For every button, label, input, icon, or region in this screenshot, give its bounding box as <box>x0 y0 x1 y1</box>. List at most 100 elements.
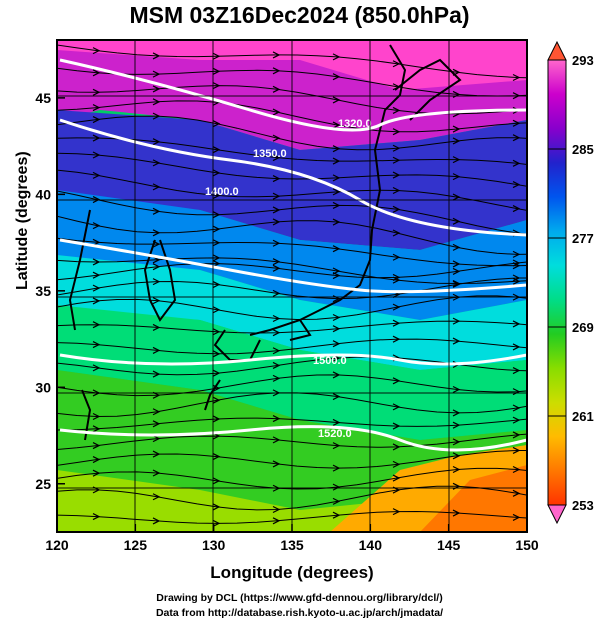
streamline-arrow <box>272 505 281 514</box>
streamline-arrow <box>272 415 281 423</box>
streamline-arrow <box>212 503 221 511</box>
streamline <box>57 374 527 397</box>
streamline <box>57 433 527 450</box>
x-tick-label: 125 <box>124 537 148 553</box>
x-tick-label: 135 <box>280 537 304 553</box>
contour-label: 1500.0 <box>313 355 347 367</box>
contour-label: 1350.0 <box>253 148 287 160</box>
streamline-arrow <box>332 464 341 472</box>
streamline-arrow <box>392 156 401 164</box>
streamline-arrow <box>332 245 341 253</box>
streamline-arrow <box>392 253 401 261</box>
streamline <box>57 85 527 115</box>
streamline-arrow <box>392 106 401 114</box>
streamline-arrow <box>212 415 221 423</box>
streamline-arrow <box>512 205 521 213</box>
x-tick-label: 145 <box>437 537 461 553</box>
streamline <box>57 417 527 431</box>
streamline-arrow <box>512 343 521 351</box>
streamline-arrow <box>92 469 101 477</box>
streamline-arrow <box>92 222 101 230</box>
streamline-arrow <box>212 52 221 60</box>
streamline-arrow <box>392 474 401 482</box>
streamline-arrow <box>152 323 161 331</box>
streamline-arrow <box>152 435 161 443</box>
streamline-arrow <box>272 329 281 337</box>
streamline-arrow <box>92 88 101 96</box>
coastlines <box>68 44 462 441</box>
streamline-arrow <box>272 51 281 59</box>
streamline-arrow <box>152 263 161 271</box>
streamline-arrow <box>92 171 101 179</box>
streamline-arrow <box>212 146 221 154</box>
streamline <box>57 137 527 166</box>
streamline <box>57 215 527 255</box>
streamline-arrow <box>92 297 101 305</box>
streamline-arrow <box>92 47 101 55</box>
streamline-arrow <box>332 157 341 165</box>
streamline-arrow <box>212 369 221 377</box>
streamline-arrow <box>332 371 341 379</box>
colorbar-body <box>547 59 567 506</box>
streamline-arrow <box>152 493 161 501</box>
streamline <box>57 261 527 281</box>
y-tick-label: 45 <box>35 90 51 106</box>
streamline-arrow <box>212 453 221 461</box>
streamline-arrow <box>512 134 521 142</box>
streamline-arrow <box>272 192 281 200</box>
y-tick-label: 35 <box>35 283 51 299</box>
colorbar-upper-arrow <box>547 40 567 61</box>
streamline-arrow <box>92 456 101 464</box>
x-tick-label: 140 <box>359 537 383 553</box>
streamline-arrow <box>332 511 341 519</box>
streamline-arrow <box>212 396 221 404</box>
streamline-arrow <box>272 154 281 162</box>
streamline <box>57 467 527 490</box>
streamline <box>57 44 527 79</box>
streamline-arrow <box>512 404 521 412</box>
streamline-arrow <box>152 469 161 477</box>
streamline-arrow <box>392 403 401 411</box>
streamline-arrow <box>392 273 401 281</box>
streamline-arrow <box>92 238 101 246</box>
streamline-arrow <box>272 374 281 382</box>
credit-drawing: Drawing by DCL (https://www.gfd-dennou.o… <box>156 592 443 604</box>
streamline-arrow <box>212 120 221 128</box>
streamline-arrow <box>152 70 161 78</box>
streamline-arrow <box>452 385 461 394</box>
colorbar-lower-arrow <box>547 504 567 525</box>
streamline-arrow <box>92 151 101 159</box>
colorbar-tick-label: 285 <box>572 142 594 157</box>
x-axis-ticks: 120 125 130 135 140 145 150 <box>45 524 539 553</box>
streamline-arrow <box>92 116 101 124</box>
streamline-arrow <box>152 138 161 146</box>
streamline-arrow <box>152 450 161 458</box>
streamline-arrow <box>512 465 521 474</box>
streamline-arrow <box>272 517 281 525</box>
y-axis-label: Latitude (degrees) <box>14 151 31 290</box>
streamline-arrow <box>152 112 161 120</box>
streamline-arrow <box>392 171 401 179</box>
streamline-arrow <box>272 85 281 93</box>
streamline-arrow <box>512 73 521 82</box>
streamline-arrow <box>512 250 521 258</box>
streamline-arrow <box>92 134 101 142</box>
streamline-arrow <box>332 497 341 505</box>
streamline-arrow <box>452 260 461 268</box>
streamline-arrow <box>452 465 461 474</box>
streamline-arrow <box>212 239 221 247</box>
streamline-arrow <box>452 421 461 429</box>
streamline <box>57 338 527 355</box>
streamline-arrow <box>392 303 401 311</box>
streamline-arrow <box>392 205 401 213</box>
streamline <box>57 100 527 133</box>
streamline-arrow <box>332 325 341 333</box>
streamline-arrow <box>512 431 521 439</box>
temperature-field: 1320.0 1350.0 1400.0 1500.0 1520.0 <box>57 40 527 532</box>
streamline-arrow <box>332 73 341 81</box>
streamline-arrow <box>392 460 401 468</box>
streamline-arrow <box>452 217 461 225</box>
streamline-arrow <box>452 452 461 460</box>
credit-data: Data from http://database.rish.kyoto-u.a… <box>155 607 444 619</box>
streamline-arrow <box>392 60 401 68</box>
